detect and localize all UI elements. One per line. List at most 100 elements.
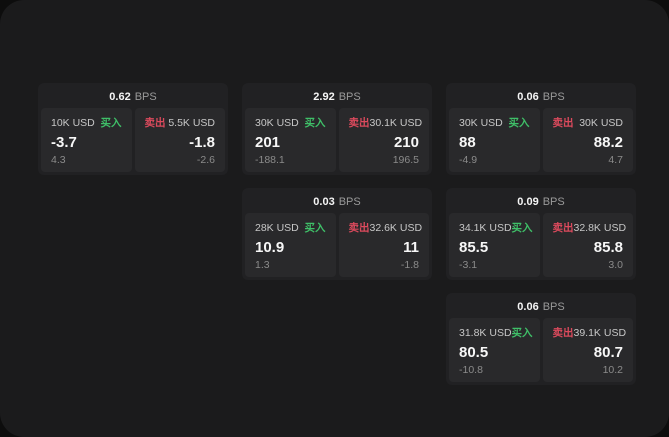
buy-side-label: 买入 — [508, 117, 530, 129]
sell-panel[interactable]: 卖出 32.6K USD 11 -1.8 — [338, 213, 429, 277]
buy-main-value: 10.9 — [255, 238, 285, 256]
sell-main-value: 88.2 — [593, 133, 623, 151]
sell-panel[interactable]: 卖出 30K USD 88.2 4.7 — [542, 108, 633, 172]
bps-unit-label: BPS — [542, 91, 565, 103]
buy-sell-panels: 10K USD 买入 -3.7 4.3 卖出 5.5K USD -1.8 -2.… — [41, 108, 225, 172]
sell-sub-value: -2.6 — [196, 153, 215, 166]
buy-main-value: 88 — [459, 133, 476, 151]
buy-side-label: 买入 — [304, 117, 326, 129]
quote-card: 0.06 BPS 31.8K USD 买入 80.5 -10.8 卖出 39.1K… — [446, 293, 636, 385]
bps-unit-label: BPS — [338, 91, 361, 103]
sell-sub-value: 196.5 — [392, 153, 419, 166]
sell-sub-value: -1.8 — [400, 258, 419, 271]
buy-sell-panels: 34.1K USD 买入 85.5 -3.1 卖出 32.8K USD 85.8… — [449, 213, 633, 277]
sell-side-label: 卖出 — [552, 117, 574, 129]
buy-panel-top: 30K USD 买入 — [255, 115, 326, 130]
buy-side-label: 买入 — [304, 222, 326, 234]
bps-value: 2.92 — [313, 91, 335, 103]
sell-amount: 30.1K USD — [369, 117, 423, 129]
sell-panel-top: 卖出 39.1K USD — [553, 325, 627, 340]
sell-amount: 32.8K USD — [573, 222, 627, 234]
buy-amount: 31.8K USD — [459, 327, 512, 339]
sell-main-value: 80.7 — [593, 343, 623, 361]
buy-side-label: 买入 — [511, 222, 533, 234]
bps-unit-label: BPS — [542, 196, 565, 208]
buy-sell-panels: 30K USD 买入 201 -188.1 卖出 30.1K USD 210 1… — [245, 108, 429, 172]
bps-header: 0.09 BPS — [449, 191, 633, 213]
buy-panel[interactable]: 10K USD 买入 -3.7 4.3 — [41, 108, 132, 172]
buy-side-label: 买入 — [100, 117, 122, 129]
buy-sell-panels: 31.8K USD 买入 80.5 -10.8 卖出 39.1K USD 80.… — [449, 318, 633, 382]
sell-panel[interactable]: 卖出 5.5K USD -1.8 -2.6 — [134, 108, 225, 172]
sell-amount: 39.1K USD — [573, 327, 627, 339]
sell-sub-value: 4.7 — [608, 153, 623, 166]
sell-side-label: 卖出 — [144, 117, 166, 129]
quote-card: 0.62 BPS 10K USD 买入 -3.7 4.3 卖出 5.5K USD … — [38, 83, 228, 175]
sell-panel-top: 卖出 32.8K USD — [553, 220, 627, 235]
bps-value: 0.06 — [517, 301, 539, 313]
buy-panel[interactable]: 28K USD 买入 10.9 1.3 — [245, 213, 336, 277]
buy-sub-value: -3.1 — [459, 258, 478, 271]
sell-panel-top: 卖出 30K USD — [553, 115, 624, 130]
buy-amount: 34.1K USD — [459, 222, 512, 234]
sell-amount: 5.5K USD — [168, 117, 215, 129]
buy-main-value: 85.5 — [459, 238, 489, 256]
quote-card: 0.03 BPS 28K USD 买入 10.9 1.3 卖出 32.6K USD… — [242, 188, 432, 280]
quote-card: 0.06 BPS 30K USD 买入 88 -4.9 卖出 30K USD 88… — [446, 83, 636, 175]
sell-panel-top: 卖出 32.6K USD — [348, 220, 423, 235]
buy-side-label: 买入 — [511, 327, 533, 339]
sell-main-value: 210 — [393, 133, 419, 151]
buy-sub-value: -10.8 — [459, 363, 483, 376]
bps-header: 0.62 BPS — [41, 86, 225, 108]
sell-panel-top: 卖出 5.5K USD — [145, 115, 216, 130]
sell-side-label: 卖出 — [348, 117, 370, 129]
buy-main-value: -3.7 — [51, 133, 77, 151]
bps-header: 0.06 BPS — [449, 296, 633, 318]
sell-panel[interactable]: 卖出 39.1K USD 80.7 10.2 — [542, 318, 633, 382]
bps-value: 0.09 — [517, 196, 539, 208]
bps-unit-label: BPS — [134, 91, 157, 103]
quote-grid: 0.62 BPS 10K USD 买入 -3.7 4.3 卖出 5.5K USD … — [38, 83, 636, 385]
buy-panel[interactable]: 30K USD 买入 201 -188.1 — [245, 108, 336, 172]
bps-header: 2.92 BPS — [245, 86, 429, 108]
sell-panel[interactable]: 卖出 30.1K USD 210 196.5 — [338, 108, 429, 172]
bps-unit-label: BPS — [542, 301, 565, 313]
quote-card: 0.09 BPS 34.1K USD 买入 85.5 -3.1 卖出 32.8K … — [446, 188, 636, 280]
sell-amount: 32.6K USD — [369, 222, 423, 234]
sell-main-value: -1.8 — [189, 133, 215, 151]
sell-sub-value: 3.0 — [608, 258, 623, 271]
sell-main-value: 85.8 — [593, 238, 623, 256]
buy-main-value: 201 — [255, 133, 281, 151]
buy-panel-top: 31.8K USD 买入 — [459, 325, 533, 340]
sell-main-value: 11 — [403, 238, 419, 256]
sell-panel[interactable]: 卖出 32.8K USD 85.8 3.0 — [542, 213, 633, 277]
buy-panel-top: 34.1K USD 买入 — [459, 220, 533, 235]
buy-panel[interactable]: 34.1K USD 买入 85.5 -3.1 — [449, 213, 540, 277]
buy-main-value: 80.5 — [459, 343, 489, 361]
bps-header: 0.03 BPS — [245, 191, 429, 213]
quote-card: 2.92 BPS 30K USD 买入 201 -188.1 卖出 30.1K U… — [242, 83, 432, 175]
sell-sub-value: 10.2 — [602, 363, 623, 376]
buy-amount: 10K USD — [51, 117, 95, 129]
buy-amount: 28K USD — [255, 222, 299, 234]
buy-panel-top: 10K USD 买入 — [51, 115, 122, 130]
bps-value: 0.03 — [313, 196, 335, 208]
buy-amount: 30K USD — [255, 117, 299, 129]
bps-unit-label: BPS — [338, 196, 361, 208]
buy-panel[interactable]: 31.8K USD 买入 80.5 -10.8 — [449, 318, 540, 382]
sell-panel-top: 卖出 30.1K USD — [348, 115, 423, 130]
buy-amount: 30K USD — [459, 117, 503, 129]
buy-panel-top: 28K USD 买入 — [255, 220, 326, 235]
sell-side-label: 卖出 — [348, 222, 370, 234]
buy-sub-value: 1.3 — [255, 258, 270, 271]
buy-panel[interactable]: 30K USD 买入 88 -4.9 — [449, 108, 540, 172]
buy-sell-panels: 28K USD 买入 10.9 1.3 卖出 32.6K USD 11 -1.8 — [245, 213, 429, 277]
buy-sell-panels: 30K USD 买入 88 -4.9 卖出 30K USD 88.2 4.7 — [449, 108, 633, 172]
bps-header: 0.06 BPS — [449, 86, 633, 108]
bps-value: 0.06 — [517, 91, 539, 103]
buy-sub-value: -4.9 — [459, 153, 478, 166]
bps-value: 0.62 — [109, 91, 131, 103]
buy-sub-value: 4.3 — [51, 153, 66, 166]
buy-sub-value: -188.1 — [255, 153, 285, 166]
